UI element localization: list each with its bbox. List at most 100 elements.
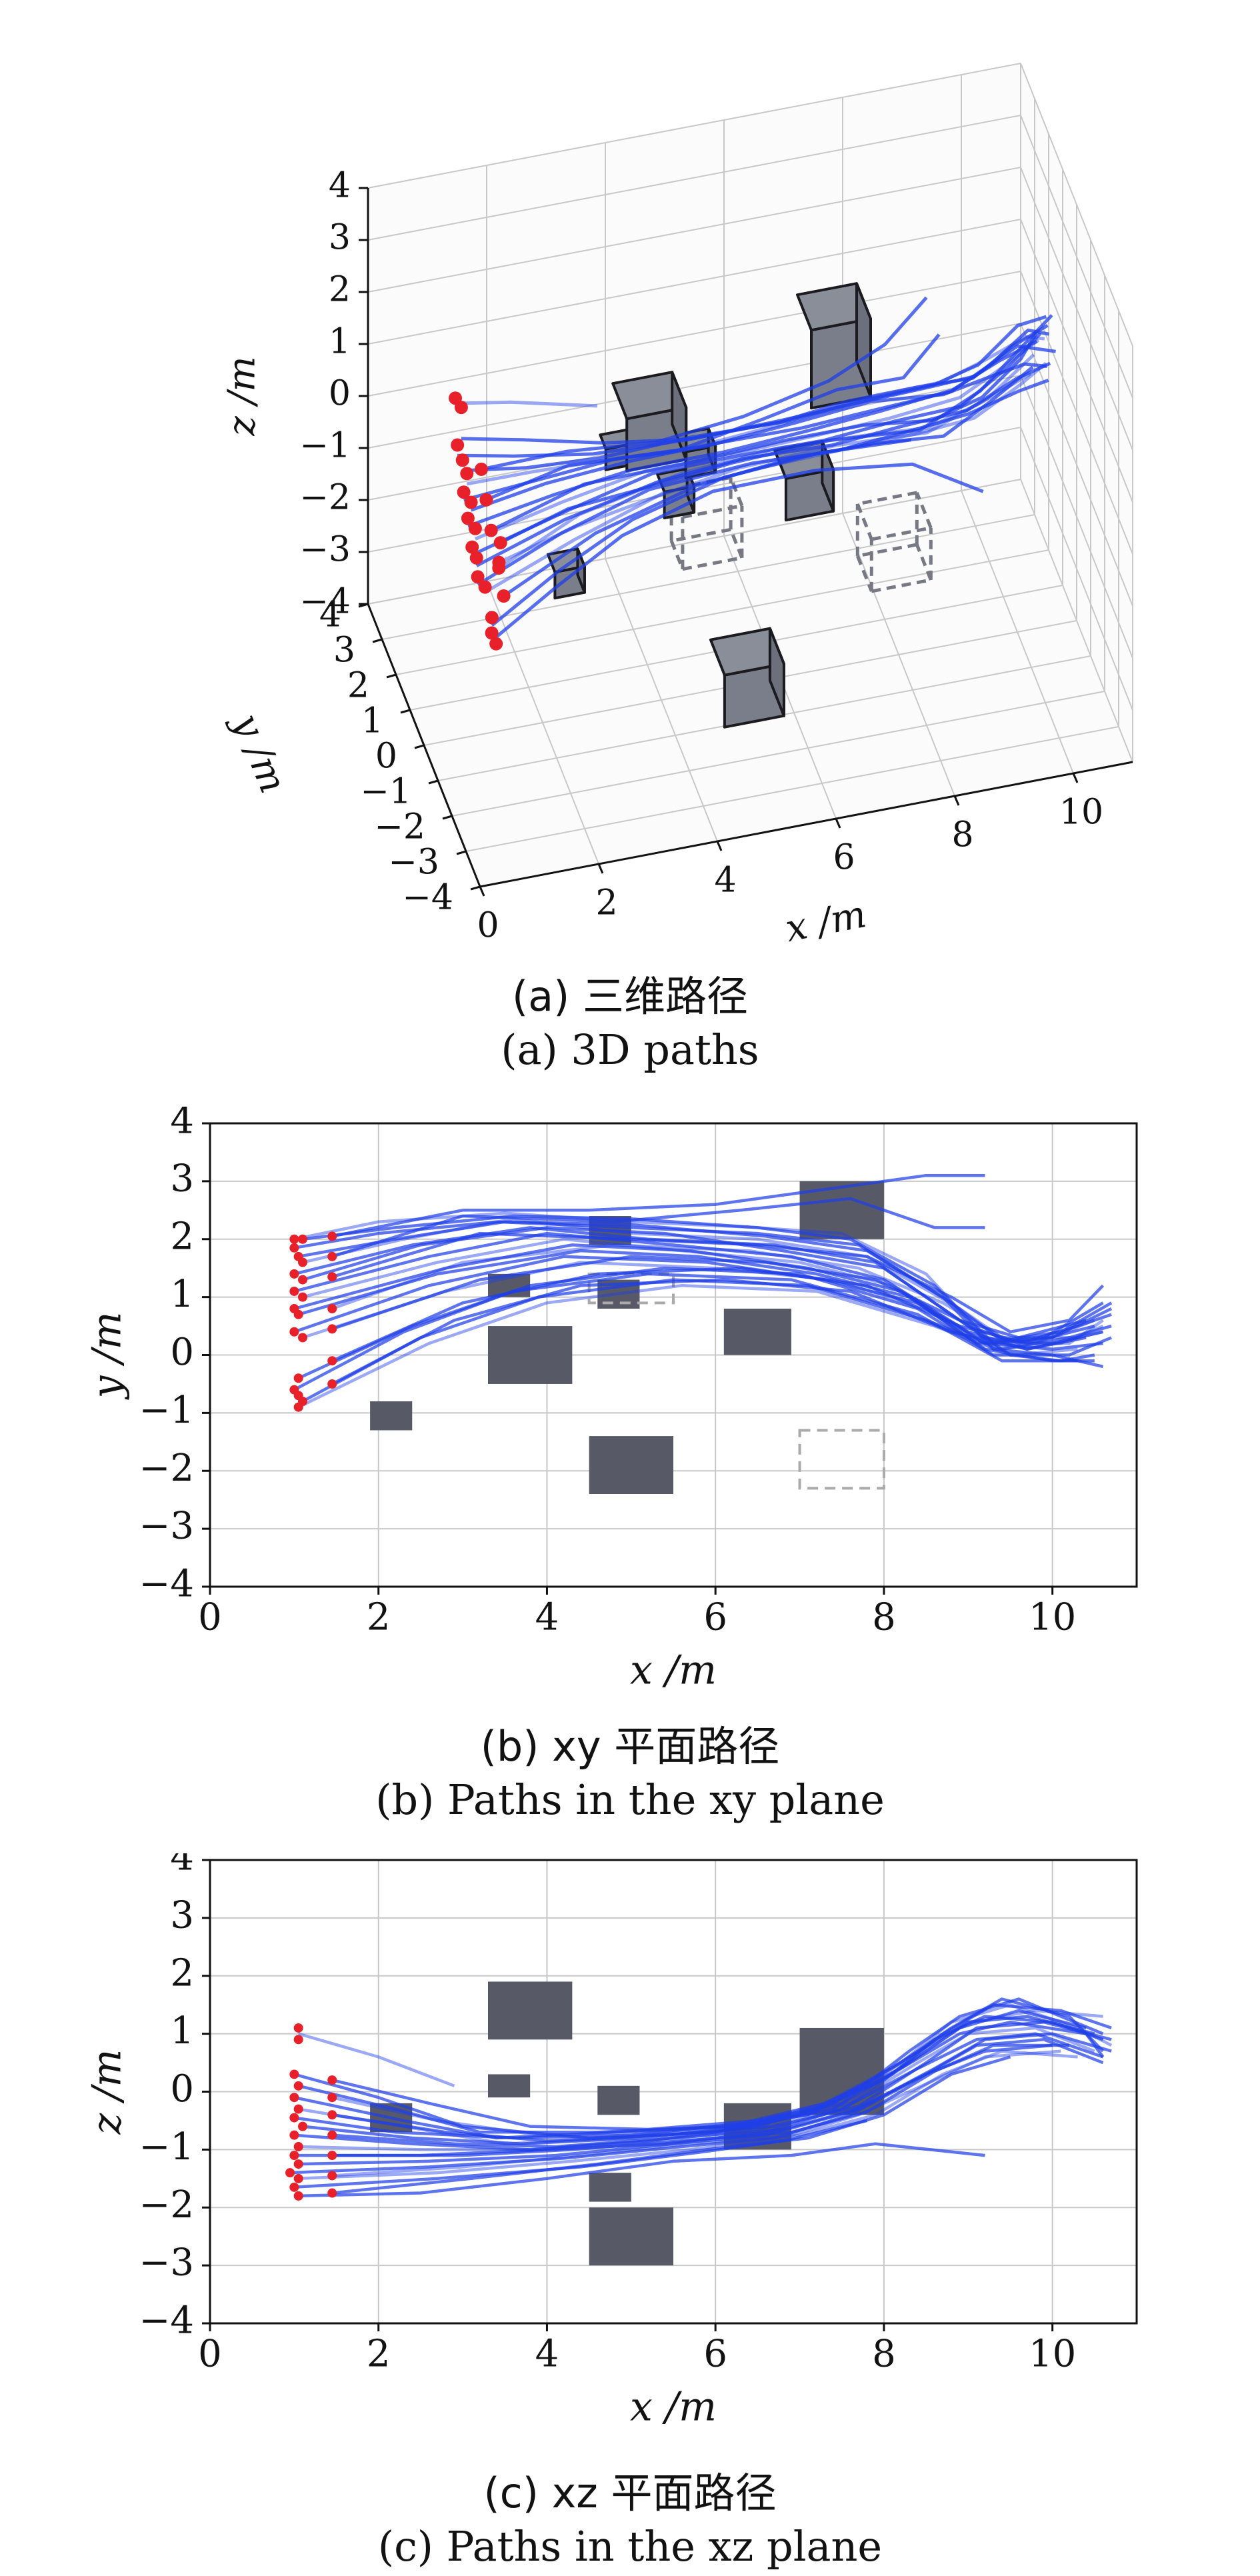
start-point bbox=[327, 1379, 337, 1389]
grid-back-z bbox=[367, 63, 1021, 189]
grid-side-z bbox=[1020, 63, 1133, 347]
obstacle-dashed-edge bbox=[871, 578, 931, 593]
obstacle-dashed-edge bbox=[915, 543, 933, 581]
x-axis-label: x /m bbox=[630, 1647, 717, 1694]
start-point bbox=[289, 1243, 299, 1253]
x-tick-label-3d: 10 bbox=[1059, 793, 1103, 833]
start-point bbox=[298, 1234, 307, 1244]
obstacle-dashed-edge bbox=[855, 503, 873, 540]
path-line bbox=[298, 2032, 455, 2087]
y-tick-label-3d: 2 bbox=[347, 666, 369, 706]
start-point bbox=[327, 2151, 337, 2161]
y-tick-label-3d: −2 bbox=[374, 807, 425, 847]
x-tick-3d bbox=[597, 863, 604, 874]
z-tick-label-3d: 1 bbox=[329, 322, 351, 362]
x-tick-label: 6 bbox=[703, 2333, 727, 2376]
x-axis-label: x /m bbox=[630, 2384, 717, 2427]
x-tick-3d bbox=[716, 841, 723, 851]
x-tick-label-3d: 8 bbox=[951, 815, 973, 855]
start-point bbox=[327, 2171, 337, 2181]
path-line-3d bbox=[463, 362, 1047, 502]
y-tick-label-3d: 4 bbox=[319, 595, 341, 635]
start-point bbox=[285, 2168, 295, 2178]
y-tick-label-3d: −1 bbox=[360, 772, 411, 812]
start-point-3d bbox=[493, 536, 507, 550]
x-tick-label: 6 bbox=[703, 1596, 727, 1639]
y-tick-label: 2 bbox=[170, 1951, 194, 1995]
caption-b-en: (b) Paths in the xy plane bbox=[375, 1775, 885, 1824]
z-tick-label-3d: −1 bbox=[299, 426, 351, 466]
start-point-3d bbox=[460, 467, 474, 481]
z-tick-label-3d: −3 bbox=[299, 530, 351, 570]
start-point bbox=[289, 2151, 299, 2161]
path-line-3d bbox=[498, 353, 1035, 564]
start-point bbox=[327, 2093, 337, 2103]
obstacle-solid bbox=[723, 1309, 791, 1355]
obstacle-dashed-edge bbox=[671, 527, 731, 543]
chart-xy-plane: 0 2 4 6 8 10 −4 −3 −2 −1 0 1 2 3 4 x /m y /m bbox=[84, 1107, 1138, 1694]
start-point bbox=[327, 1304, 337, 1313]
y-tick-3d bbox=[400, 709, 411, 714]
x-tick-label-3d: 6 bbox=[833, 838, 855, 878]
path-line bbox=[293, 1272, 1078, 1391]
grid-side-z bbox=[1020, 375, 1133, 659]
obstacle-solid bbox=[589, 1436, 673, 1494]
start-point bbox=[289, 2093, 299, 2103]
y-tick-3d bbox=[372, 638, 383, 643]
y-tick-label: 1 bbox=[170, 2009, 194, 2053]
obstacle-solid bbox=[597, 2085, 640, 2115]
start-point bbox=[289, 1269, 299, 1279]
path-line bbox=[293, 2015, 1104, 2140]
panel-xz: 0 2 4 6 8 10 −4 −3 −2 −1 0 1 2 3 4 x /m z /m bbox=[0, 1853, 1260, 2427]
path-line bbox=[331, 2009, 1103, 2137]
start-point-3d bbox=[464, 495, 478, 509]
start-point bbox=[293, 2173, 303, 2183]
start-point bbox=[289, 1327, 299, 1337]
obstacle-dashed-edge bbox=[915, 491, 933, 529]
start-point bbox=[293, 2191, 303, 2201]
x-tick-label: 10 bbox=[1029, 1596, 1076, 1639]
x-axis-label-3d: x /m bbox=[782, 893, 870, 951]
z-tick-label-3d: 2 bbox=[329, 270, 351, 310]
path-line bbox=[331, 1173, 985, 1238]
y-tick-label: −1 bbox=[139, 1389, 194, 1432]
start-point-3d bbox=[461, 511, 475, 525]
path-line-3d bbox=[490, 332, 1038, 532]
obstacle-dashed-edge bbox=[729, 477, 744, 507]
caption-c-en: (c) Paths in the xz plane bbox=[377, 2522, 883, 2571]
obstacle-dashed-edge bbox=[857, 491, 917, 506]
path-line-3d bbox=[490, 462, 984, 643]
grid-back-z bbox=[367, 271, 1021, 397]
path-line-3d bbox=[503, 365, 1034, 598]
grid-back-z bbox=[367, 219, 1021, 345]
start-point bbox=[293, 2142, 303, 2152]
start-point bbox=[298, 2121, 307, 2131]
path-line bbox=[331, 1997, 1104, 2131]
start-point-3d bbox=[475, 462, 488, 476]
path-line bbox=[332, 2049, 1078, 2177]
path-line bbox=[331, 1231, 1105, 1334]
x-tick-label: 2 bbox=[367, 2333, 391, 2376]
path-line bbox=[331, 1266, 1095, 1363]
y-tick-label: −2 bbox=[139, 2183, 194, 2227]
x-tick-label: 0 bbox=[198, 2333, 222, 2376]
start-point bbox=[298, 1333, 307, 1343]
path-line-3d bbox=[462, 315, 1047, 473]
y-tick-3d bbox=[470, 885, 481, 891]
grid-floor-y bbox=[395, 549, 1049, 675]
path-line bbox=[298, 1220, 1113, 1343]
obstacle-solid bbox=[488, 1326, 573, 1384]
y-tick-3d bbox=[428, 779, 439, 785]
grid-side-z bbox=[1020, 115, 1133, 399]
start-point bbox=[327, 2110, 337, 2120]
start-point-3d bbox=[457, 485, 471, 499]
x-tick-3d bbox=[479, 886, 485, 897]
start-point bbox=[327, 1251, 337, 1261]
path-line bbox=[331, 1243, 1078, 1339]
start-point-3d bbox=[497, 589, 511, 603]
y-tick-label: −3 bbox=[139, 2241, 194, 2285]
y-tick-label: −3 bbox=[139, 1505, 194, 1548]
start-point bbox=[289, 1234, 299, 1244]
z-axis-label-3d: z /m bbox=[221, 356, 264, 436]
